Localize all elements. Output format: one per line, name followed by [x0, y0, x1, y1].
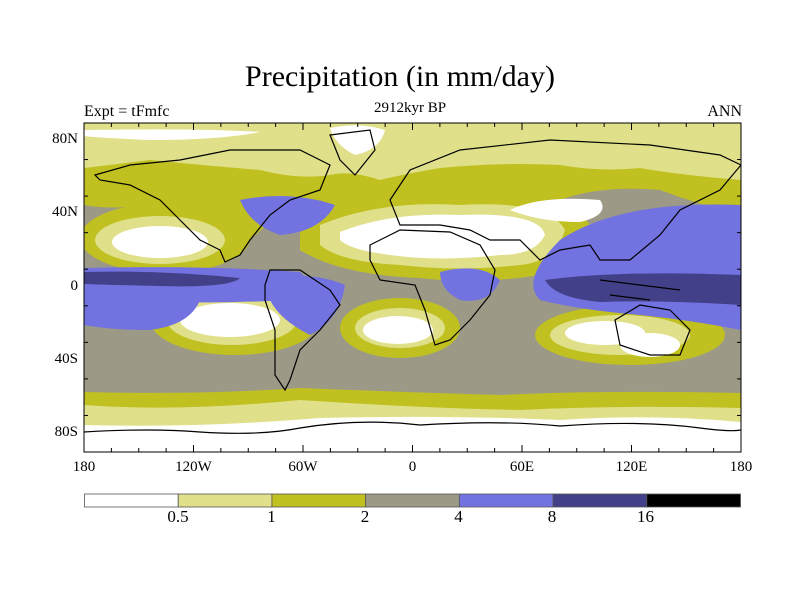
colorbar-label: 4: [454, 507, 463, 526]
lat-label-40n: 40N: [52, 204, 78, 220]
lon-label-120e: 120E: [615, 459, 648, 475]
colorbar: [84, 493, 741, 508]
australia-dry: [620, 333, 680, 357]
colorbar-swatch: [646, 493, 741, 508]
lat-label-eq: 0: [70, 278, 79, 294]
colorbar-label: 16: [637, 507, 654, 526]
asia-dry: [510, 198, 603, 222]
colorbar-label: 0.5: [167, 507, 189, 526]
lon-label-180e: 180: [729, 459, 753, 475]
npacific-dry: [112, 226, 208, 258]
lon-label-60w: 60W: [288, 459, 318, 475]
light-band-north: [84, 123, 741, 180]
lat-label-80n: 80N: [52, 131, 78, 147]
plot-title: Precipitation (in mm/day): [245, 60, 555, 93]
colorbar-label: 2: [360, 507, 370, 526]
spacific-dry: [180, 303, 280, 337]
colorbar-swatch: [177, 493, 273, 508]
amazon-wet: [270, 276, 345, 335]
plot-subtitle-center: 2912kyr BP: [373, 100, 447, 116]
satlantic-dry: [363, 316, 433, 344]
plot-subtitle-left: Expt = tFmfc: [84, 103, 170, 120]
africa-wet: [440, 268, 500, 301]
colorbar-swatch: [458, 493, 554, 508]
colorbar-swatch: [552, 493, 648, 508]
map-field: [84, 123, 741, 452]
antarctic-dry: [84, 416, 741, 452]
plot-subtitle-right: ANN: [707, 103, 742, 120]
warm-pool-core: [545, 273, 741, 305]
lon-label-60e: 60E: [509, 459, 535, 475]
colorbar-label: 1: [267, 507, 276, 526]
itcz-pacific-core: [84, 271, 240, 287]
colorbar-swatch: [84, 493, 179, 508]
lon-label-180w: 180: [72, 459, 96, 475]
colorbar-swatch: [271, 493, 367, 508]
lat-label-40s: 40S: [54, 351, 78, 367]
coastlines: [84, 129, 741, 434]
colorbar-label: 8: [547, 507, 557, 526]
natlantic-wet: [240, 196, 335, 235]
lon-label-0: 0: [408, 459, 417, 475]
lat-label-80s: 80S: [54, 424, 78, 440]
colorbar-swatch: [365, 493, 460, 508]
arctic-dry: [84, 129, 260, 140]
spcz-wet: [84, 298, 200, 330]
axis-ticks: [83, 122, 742, 453]
lon-label-120w: 120W: [175, 459, 212, 475]
sahara-dry: [340, 214, 545, 259]
